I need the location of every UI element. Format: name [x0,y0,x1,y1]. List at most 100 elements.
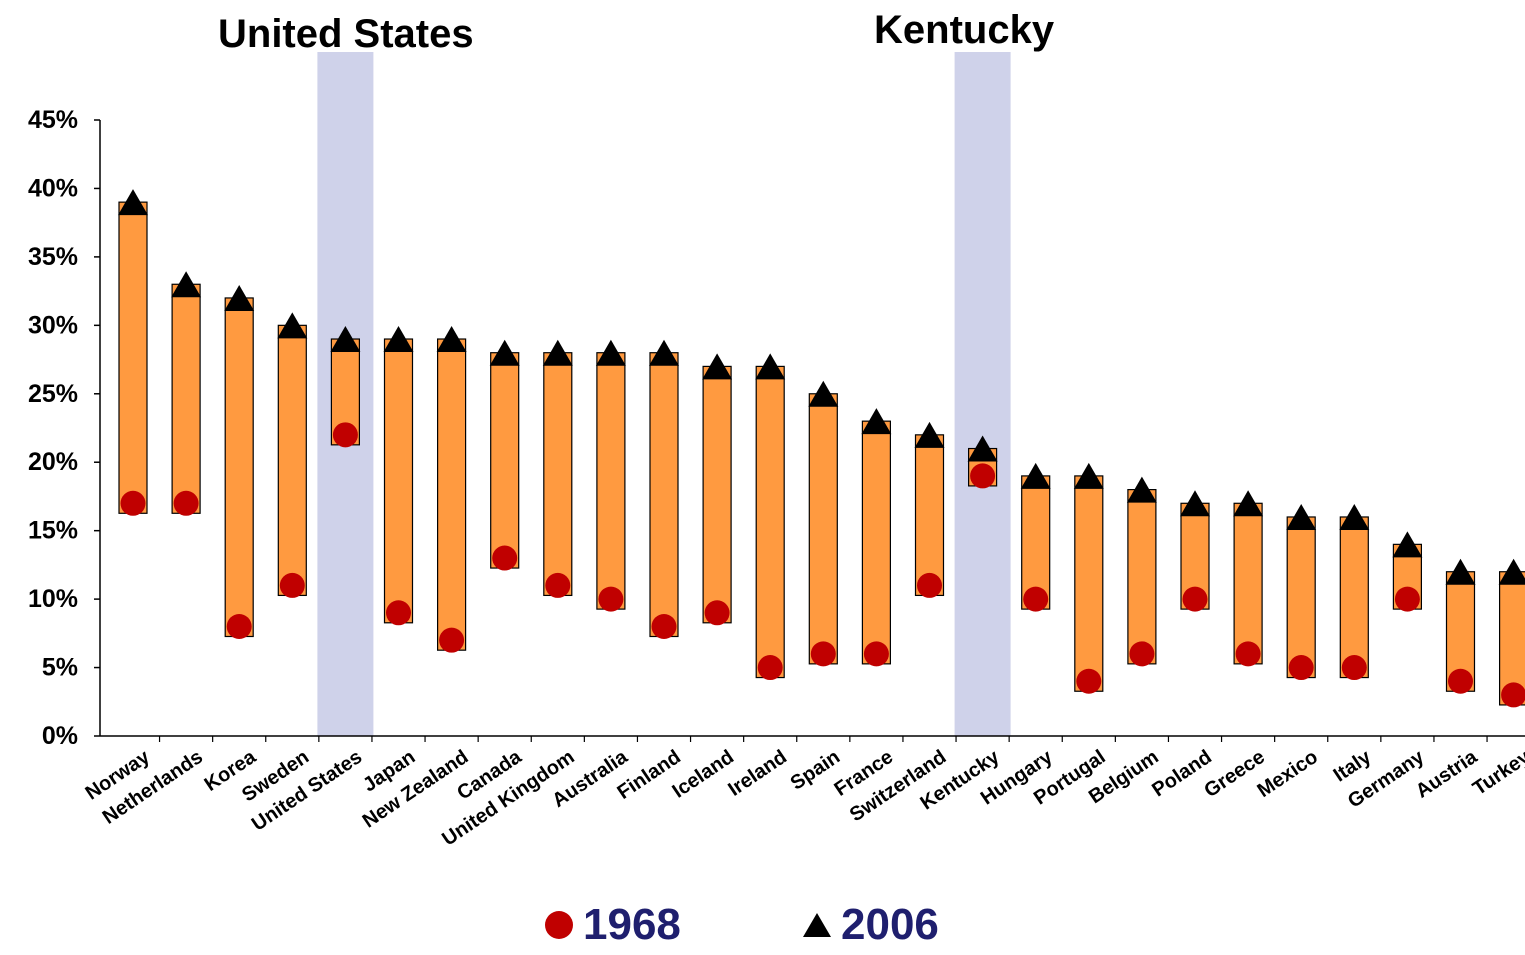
range-bar-spain [808,393,838,665]
marker-2006-france [861,408,892,435]
marker-2006-italy [1339,503,1370,530]
marker-1968-australia [598,586,624,612]
marker-2006-turkey [1498,558,1525,585]
x-tick-label-ireland: Ireland [724,746,791,801]
marker-2006-hungary [1020,462,1051,489]
range-bar-ireland [755,365,785,679]
y-tick-label: 15% [28,517,78,545]
legend-item-1968: 1968 [545,900,681,949]
marker-1968-turkey [1501,682,1525,708]
marker-1968-iceland [704,600,730,626]
legend-item-2006: 2006 [803,900,939,949]
range-bar-iceland [702,365,732,624]
range-bar-france [861,420,892,665]
marker-2006-switzerland [914,421,945,448]
y-tick-label: 40% [28,174,78,202]
marker-1968-austria [1448,668,1473,694]
marker-1968-switzerland [917,572,942,598]
range-bar-korea [224,297,254,638]
range-bar-belgium [1127,489,1157,665]
range-bar-new-zealand [437,338,467,651]
marker-2006-netherlands [171,271,202,298]
y-tick-label: 10% [28,585,78,613]
range-bar-norway [118,201,148,514]
marker-2006-austria [1445,558,1476,585]
range-bar-united-kingdom [543,352,573,597]
marker-1968-greece [1235,641,1261,667]
x-tick-label-mexico: Mexico [1253,746,1322,802]
range-bar-sweden [277,324,307,597]
marker-2006-canada [489,339,520,366]
y-tick-label: 0% [42,722,78,750]
marker-1968-belgium [1129,641,1155,667]
marker-1968-finland [651,613,677,639]
marker-1968-spain [810,641,836,667]
range-bar-portugal [1074,475,1104,692]
marker-1968-norway [120,490,146,516]
y-tick-label: 45% [28,106,78,134]
y-tick-label: 5% [42,654,78,682]
marker-2006-belgium [1126,476,1157,503]
marker-2006-spain [808,380,839,407]
range-bar-netherlands [171,283,201,514]
x-tick-label-turkey: Turkey [1469,745,1525,800]
marker-1968-canada [492,545,518,571]
range-bar-australia [596,352,626,610]
legend-label-2006: 2006 [841,900,939,949]
kentucky-header: Kentucky [874,8,1055,52]
marker-2006-japan [383,326,414,353]
marker-1968-france [863,641,889,667]
marker-1968-poland [1182,586,1208,612]
marker-2006-portugal [1073,462,1104,489]
marker-2006-new-zealand [436,326,467,353]
x-tick-label-austria: Austria [1412,745,1482,802]
marker-2006-united-kingdom [542,339,573,366]
marker-2006-finland [649,339,679,366]
marker-2006-poland [1180,490,1210,517]
marker-2006-greece [1233,490,1264,517]
marker-2006-ireland [755,353,786,380]
marker-1968-japan [386,600,411,626]
range-bar-canada [490,352,520,569]
range-bar-italy [1339,516,1369,679]
range-bar-switzerland [914,434,945,597]
y-tick-label: 35% [28,243,78,271]
black-triangle-icon [803,913,831,937]
marker-2006-norway [118,189,148,216]
marker-2006-korea [224,284,255,311]
red-circle-icon [545,911,573,939]
y-tick-label: 25% [28,380,78,408]
marker-1968-sweden [279,572,305,598]
legend-label-1968: 1968 [583,900,681,949]
marker-2006-sweden [277,312,308,339]
marker-1968-mexico [1288,655,1314,681]
marker-2006-mexico [1286,503,1317,530]
x-tick-label-iceland: Iceland [668,746,737,803]
highlight-band-kentucky [954,52,1011,736]
marker-1968-germany [1394,586,1420,612]
marker-1968-hungary [1023,586,1049,612]
united-states-header: United States [218,12,474,56]
marker-2006-iceland [702,353,733,380]
marker-1968-portugal [1076,668,1102,694]
marker-1968-korea [226,613,252,639]
marker-2006-united-states [330,326,361,353]
range-bar-mexico [1286,516,1316,679]
marker-1968-netherlands [173,490,199,516]
marker-1968-italy [1341,655,1367,681]
marker-1968-kentucky [970,463,996,489]
marker-2006-australia [595,339,626,366]
range-bar-japan [383,338,414,624]
marker-2006-germany [1392,531,1423,558]
marker-1968-united-kingdom [545,572,571,598]
y-tick-label: 30% [28,311,78,339]
marker-1968-new-zealand [439,627,465,653]
range-bar-finland [649,352,679,638]
marker-1968-united-states [332,422,358,448]
x-tick-label-greece: Greece [1200,746,1269,802]
marker-2006-kentucky [967,435,998,462]
range-bar-greece [1233,502,1263,665]
marker-1968-ireland [757,655,783,681]
